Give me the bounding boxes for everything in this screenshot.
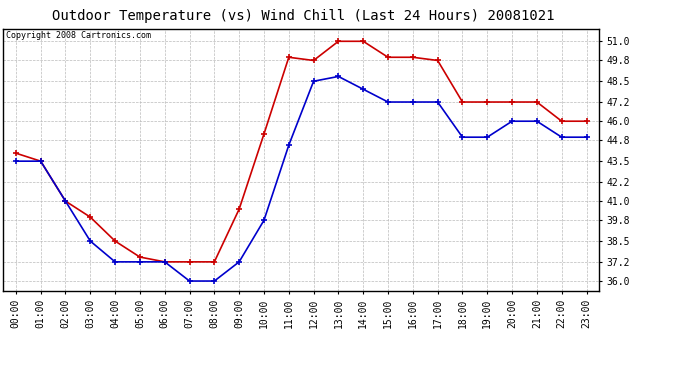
Text: Copyright 2008 Cartronics.com: Copyright 2008 Cartronics.com — [6, 31, 151, 40]
Text: Outdoor Temperature (vs) Wind Chill (Last 24 Hours) 20081021: Outdoor Temperature (vs) Wind Chill (Las… — [52, 9, 555, 23]
